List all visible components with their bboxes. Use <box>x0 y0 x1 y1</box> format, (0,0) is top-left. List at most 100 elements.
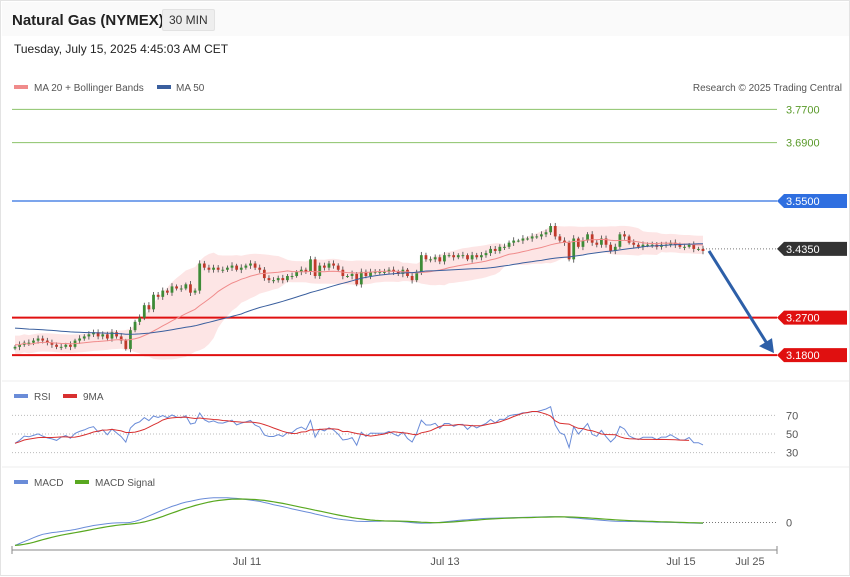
candle-body <box>336 265 340 270</box>
rsi-line <box>14 405 704 450</box>
candle-body <box>369 271 372 276</box>
candle-body <box>45 340 49 343</box>
candle-body <box>683 246 686 248</box>
candle-body <box>230 265 234 268</box>
candle-body <box>101 334 105 337</box>
forecast-arrow <box>707 250 770 346</box>
timestamp: Tuesday, July 15, 2025 4:45:03 AM CET <box>14 42 229 56</box>
candle-body <box>327 263 331 268</box>
candle-body <box>429 259 432 261</box>
candle-body <box>392 269 396 272</box>
level-label-bg <box>777 194 847 208</box>
candle-body <box>530 236 534 239</box>
candle-body <box>563 240 566 243</box>
candle-body <box>341 269 345 276</box>
candle-body <box>78 338 82 341</box>
x-tick-label: Jul 15 <box>666 556 695 568</box>
candle-body <box>13 346 17 349</box>
candle-body <box>313 259 317 276</box>
candle-body <box>165 290 169 293</box>
candle-body <box>193 290 197 293</box>
ma50-legend-label: MA 50 <box>176 83 205 94</box>
candle-body <box>262 269 266 279</box>
candle-body <box>147 305 151 310</box>
candle-body <box>36 338 40 341</box>
candle-body <box>526 238 529 240</box>
rsi-tick-label: 70 <box>786 410 798 422</box>
candle-body <box>516 240 520 242</box>
candle-body <box>318 265 322 276</box>
candle-body <box>350 273 354 276</box>
timeframe-button[interactable]: 30 MIN <box>162 9 215 31</box>
candle-body <box>286 276 289 281</box>
candle-body <box>558 236 562 241</box>
candle-body <box>170 286 174 293</box>
candle-body <box>32 340 35 343</box>
rsi-tick-label: 30 <box>786 448 798 460</box>
candle-body <box>646 244 649 246</box>
candle-body <box>290 276 294 277</box>
rsi-legend: RSI 9MA <box>14 392 104 403</box>
macd-legend-label: MACD <box>34 478 63 489</box>
candle-body <box>512 240 516 243</box>
candle-body <box>623 234 626 237</box>
candle-body <box>627 236 631 243</box>
level-label-bg <box>777 310 847 325</box>
x-tick-label: Jul 25 <box>735 556 764 568</box>
candle-body <box>383 271 386 273</box>
rsi-ma-line <box>14 411 690 444</box>
candle-body <box>493 248 497 251</box>
x-tick-label: Jul 11 <box>233 556 262 568</box>
candle-body <box>59 346 63 348</box>
candle-body <box>484 253 488 256</box>
credit-label: Research © 2025 Trading Central <box>693 83 842 94</box>
candle-body <box>544 232 548 235</box>
candle-body <box>138 317 142 322</box>
candle-body <box>433 257 437 260</box>
candle-body <box>549 226 553 233</box>
macd-line <box>14 497 704 546</box>
level-label: 3.5500 <box>786 196 820 208</box>
candle-body <box>438 257 442 262</box>
level-label: 3.6900 <box>786 138 820 150</box>
candle-body <box>540 234 543 237</box>
candle-body <box>521 238 525 241</box>
candle-body <box>461 255 465 257</box>
candle-body <box>119 336 123 341</box>
candle-body <box>184 284 188 289</box>
instrument-title: Natural Gas (NYMEX) <box>12 12 164 29</box>
candle-body <box>604 238 608 245</box>
candle-body <box>18 344 22 347</box>
forecast-arrow-head <box>759 338 774 354</box>
candle-body <box>600 238 603 245</box>
level-label: 3.2700 <box>786 313 820 325</box>
candle-body <box>152 294 155 310</box>
level-label: 3.7700 <box>786 104 820 116</box>
candle-body <box>650 244 654 246</box>
candle-body <box>456 255 460 258</box>
candle-body <box>226 267 229 270</box>
candle-body <box>212 267 215 270</box>
rsi-tick-label: 50 <box>786 429 798 441</box>
candle-body <box>27 342 31 344</box>
candle-body <box>142 305 146 318</box>
ma50-legend-swatch <box>157 85 171 89</box>
candle-body <box>576 238 580 247</box>
x-tick-label: Jul 13 <box>430 556 459 568</box>
candle-body <box>535 236 539 238</box>
candle-body <box>82 336 86 339</box>
candle-body <box>678 244 682 247</box>
level-label-bg <box>777 241 847 256</box>
candle-body <box>586 234 589 241</box>
candle-body <box>452 255 456 258</box>
candle-body <box>489 248 492 254</box>
candle-body <box>641 244 645 247</box>
candle-body <box>253 263 257 268</box>
candle-body <box>175 286 178 289</box>
candle-body <box>55 344 58 347</box>
macd-tick-label: 0 <box>786 518 792 530</box>
candle-body <box>447 255 451 257</box>
candle-body <box>595 242 599 245</box>
candle-body <box>687 244 691 247</box>
ma50-line <box>14 243 704 335</box>
